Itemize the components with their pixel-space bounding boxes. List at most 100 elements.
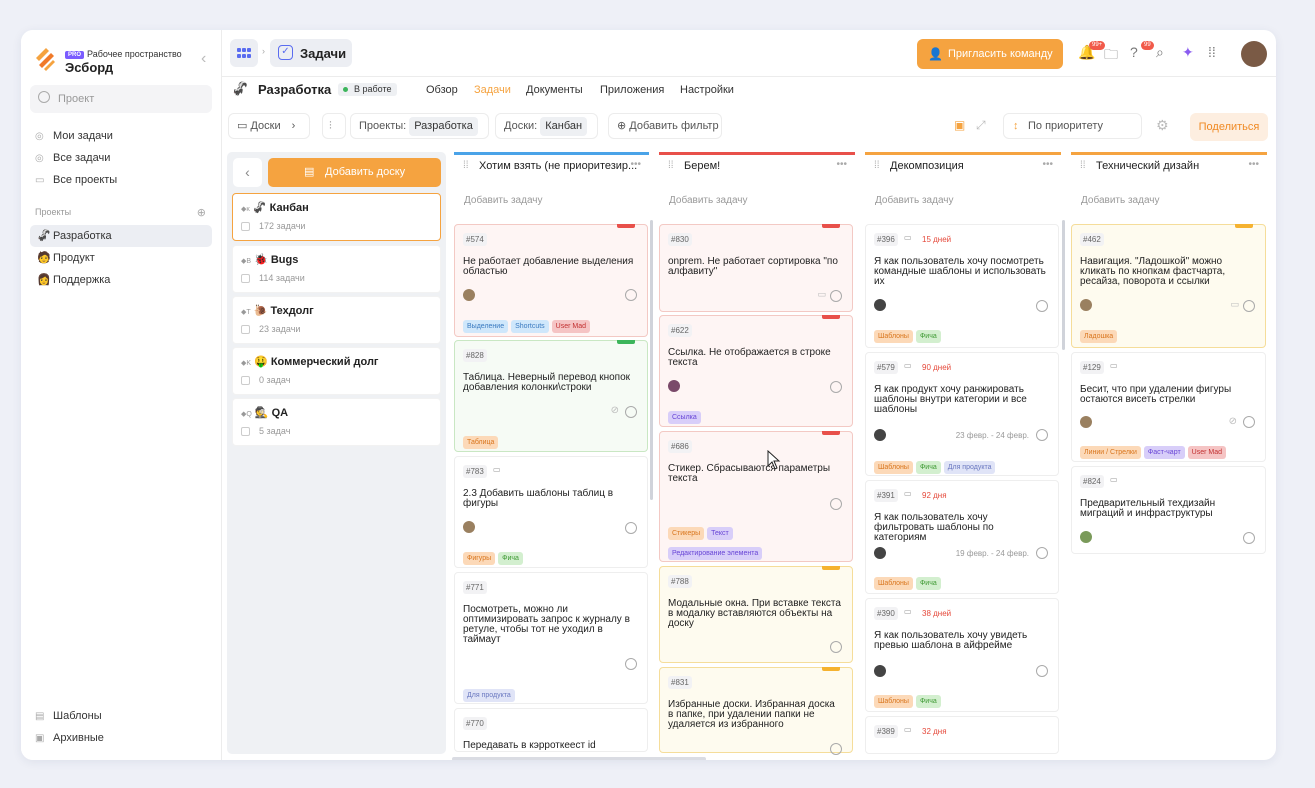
column-scrollbar[interactable]	[650, 220, 653, 500]
complete-toggle[interactable]	[1243, 300, 1255, 312]
expand-icon[interactable]: ⤢	[976, 118, 986, 132]
task-card[interactable]: #129 ▭ Бесит, что при удалении фигуры ос…	[1071, 352, 1266, 462]
nav-archive[interactable]: ▣ Архивные	[35, 729, 215, 747]
complete-toggle[interactable]	[830, 290, 842, 302]
column-header[interactable]: ⁞⁞ Технический дизайн •••	[1071, 152, 1267, 182]
drag-handle-icon[interactable]: ⁞⁞	[1080, 160, 1086, 171]
nav-my-tasks[interactable]: ◎ Мои задачи	[35, 127, 215, 145]
assignee-avatar[interactable]	[1080, 416, 1092, 428]
task-card[interactable]: #788 Модальные окна. При вставке текста …	[659, 566, 853, 663]
drag-handle-icon[interactable]: ⁞⁞	[668, 160, 674, 171]
complete-toggle[interactable]	[830, 743, 842, 755]
assignee-avatar[interactable]	[1080, 531, 1092, 543]
task-card[interactable]: #828 Таблица. Неверный перевод кнопок до…	[454, 340, 648, 452]
task-card[interactable]: #831 Избранные доски. Избранная доска в …	[659, 667, 853, 755]
complete-toggle[interactable]	[830, 641, 842, 653]
boards-toggle[interactable]: ▭ Доски ›	[228, 113, 310, 139]
add-task-button[interactable]: Добавить задачу	[1071, 186, 1267, 216]
invite-team-button[interactable]: 👤 Пригласить команду	[917, 39, 1063, 69]
project-item-razrabotka[interactable]: 🦨 Разработка	[30, 225, 212, 247]
folder-icon[interactable]: 🗀	[1104, 46, 1118, 62]
tab-settings[interactable]: Настройки	[680, 84, 734, 96]
task-card[interactable]: #391 ▭ 92 дня Я как пользователь хочу фи…	[865, 480, 1059, 594]
drag-handle-icon[interactable]: ⁞⁞	[463, 160, 469, 171]
add-task-button[interactable]: Добавить задачу	[454, 186, 649, 216]
board-item-commercial-debt[interactable]: ◆K 🤑 Коммерческий долг 0 задач	[232, 347, 441, 395]
help-icon[interactable]: ?	[1130, 44, 1138, 60]
complete-toggle[interactable]	[1036, 547, 1048, 559]
nav-templates[interactable]: ▤ Шаблоны	[35, 707, 215, 725]
more-icon[interactable]: •••	[1248, 159, 1259, 170]
task-card[interactable]: #770 Передавать в кэрроткеест id	[454, 708, 648, 752]
apps-button[interactable]	[230, 39, 258, 67]
task-card[interactable]: #574 Не работает добавление выделения об…	[454, 224, 648, 337]
complete-toggle[interactable]	[625, 658, 637, 670]
tab-overview[interactable]: Обзор	[426, 84, 458, 96]
board-chip[interactable]: Канбан	[540, 117, 588, 136]
project-search-input[interactable]: Проект	[30, 85, 212, 113]
complete-toggle[interactable]	[625, 289, 637, 301]
add-board-button[interactable]: ▤ Добавить доску	[268, 158, 441, 187]
nav-all-projects[interactable]: ▭ Все проекты	[35, 171, 215, 189]
complete-toggle[interactable]	[625, 406, 637, 418]
tab-tasks[interactable]: Задачи	[474, 84, 511, 96]
settings-gear-icon[interactable]: ⚙	[1156, 117, 1169, 133]
user-avatar[interactable]	[1241, 41, 1267, 67]
task-card[interactable]: #579 ▭ 90 дней Я как продукт хочу ранжир…	[865, 352, 1059, 476]
column-header[interactable]: ⁞⁞ Хотим взять (не приоритезир... •••	[454, 152, 649, 182]
tab-apps[interactable]: Приложения	[600, 84, 665, 96]
task-card[interactable]: #389 ▭ 32 дня	[865, 716, 1059, 754]
assignee-avatar[interactable]	[874, 299, 886, 311]
assignee-avatar[interactable]	[668, 380, 680, 392]
collapse-sidebar-icon[interactable]: ‹	[201, 50, 207, 67]
save-view-icon[interactable]: ▣	[954, 118, 966, 132]
complete-toggle[interactable]	[1243, 416, 1255, 428]
complete-toggle[interactable]	[1036, 665, 1048, 677]
add-task-button[interactable]: Добавить задачу	[865, 186, 1061, 216]
collapse-boards-button[interactable]: ‹	[233, 158, 262, 187]
task-card[interactable]: #783 ▭ 2.3 Добавить шаблоны таблиц в фиг…	[454, 456, 648, 568]
complete-toggle[interactable]	[1036, 300, 1048, 312]
board-item-bugs[interactable]: ◆B 🐞 Bugs 114 задачи	[232, 245, 441, 293]
column-scrollbar[interactable]	[1062, 220, 1065, 350]
complete-toggle[interactable]	[830, 381, 842, 393]
projects-filter[interactable]: Проекты: Разработка	[350, 113, 489, 139]
project-chip[interactable]: Разработка	[409, 117, 478, 136]
complete-toggle[interactable]	[830, 498, 842, 510]
task-card[interactable]: #390 ▭ 38 дней Я как пользователь хочу у…	[865, 598, 1059, 712]
project-status-badge[interactable]: В работе	[338, 83, 397, 96]
tab-documents[interactable]: Документы	[526, 84, 583, 96]
drag-handle-icon[interactable]: ⁞⁞	[874, 160, 880, 171]
board-horizontal-scrollbar[interactable]	[452, 757, 706, 760]
task-card[interactable]: #830 onprem. Не работает сортировка "по …	[659, 224, 853, 312]
sort-dropdown[interactable]: ↕ По приоритету	[1003, 113, 1142, 139]
assignee-avatar[interactable]	[463, 289, 475, 301]
apps-grid-icon[interactable]: ⁞⁞	[1208, 44, 1216, 60]
complete-toggle[interactable]	[1243, 532, 1255, 544]
assignee-avatar[interactable]	[1080, 299, 1092, 311]
filter-settings-icon[interactable]: ⫶	[322, 113, 346, 139]
complete-toggle[interactable]	[625, 522, 637, 534]
complete-toggle[interactable]	[1036, 429, 1048, 441]
task-card[interactable]: #686 Стикер. Сбрасываются параметры текс…	[659, 431, 853, 562]
workspace-switcher[interactable]: PRO Рабочее пространство Эсборд ‹	[31, 38, 217, 78]
search-icon[interactable]: ⌕	[1156, 44, 1164, 60]
project-item-product[interactable]: 🧑 Продукт	[30, 247, 212, 269]
task-card[interactable]: #824 ▭ Предварительный техдизайн миграци…	[1071, 466, 1266, 554]
more-icon[interactable]: •••	[1042, 159, 1053, 170]
boards-filter[interactable]: Доски: Канбан	[495, 113, 598, 139]
breadcrumb-tasks[interactable]: ✓ Задачи	[270, 39, 352, 67]
task-card[interactable]: #462 Навигация. "Ладошкой" можно кликать…	[1071, 224, 1266, 348]
project-item-support[interactable]: 👩 Поддержка	[30, 269, 212, 291]
task-card[interactable]: #622 Ссылка. Не отображается в строке те…	[659, 315, 853, 427]
assignee-avatar[interactable]	[463, 521, 475, 533]
add-project-icon[interactable]: ⊕	[196, 207, 206, 219]
more-icon[interactable]: •••	[630, 159, 641, 170]
board-item-techdebt[interactable]: ◆T 🐌 Техдолг 23 задачи	[232, 296, 441, 344]
board-item-kanban[interactable]: ◆ĸ 🦨 Канбан 172 задачи	[232, 193, 441, 241]
more-icon[interactable]: •••	[836, 159, 847, 170]
board-item-qa[interactable]: ◆Q 🕵 QA 5 задач	[232, 398, 441, 446]
share-button[interactable]: Поделиться	[1190, 113, 1268, 141]
ai-sparkle-icon[interactable]: ✦	[1182, 44, 1194, 60]
column-header[interactable]: ⁞⁞ Декомпозиция •••	[865, 152, 1061, 182]
